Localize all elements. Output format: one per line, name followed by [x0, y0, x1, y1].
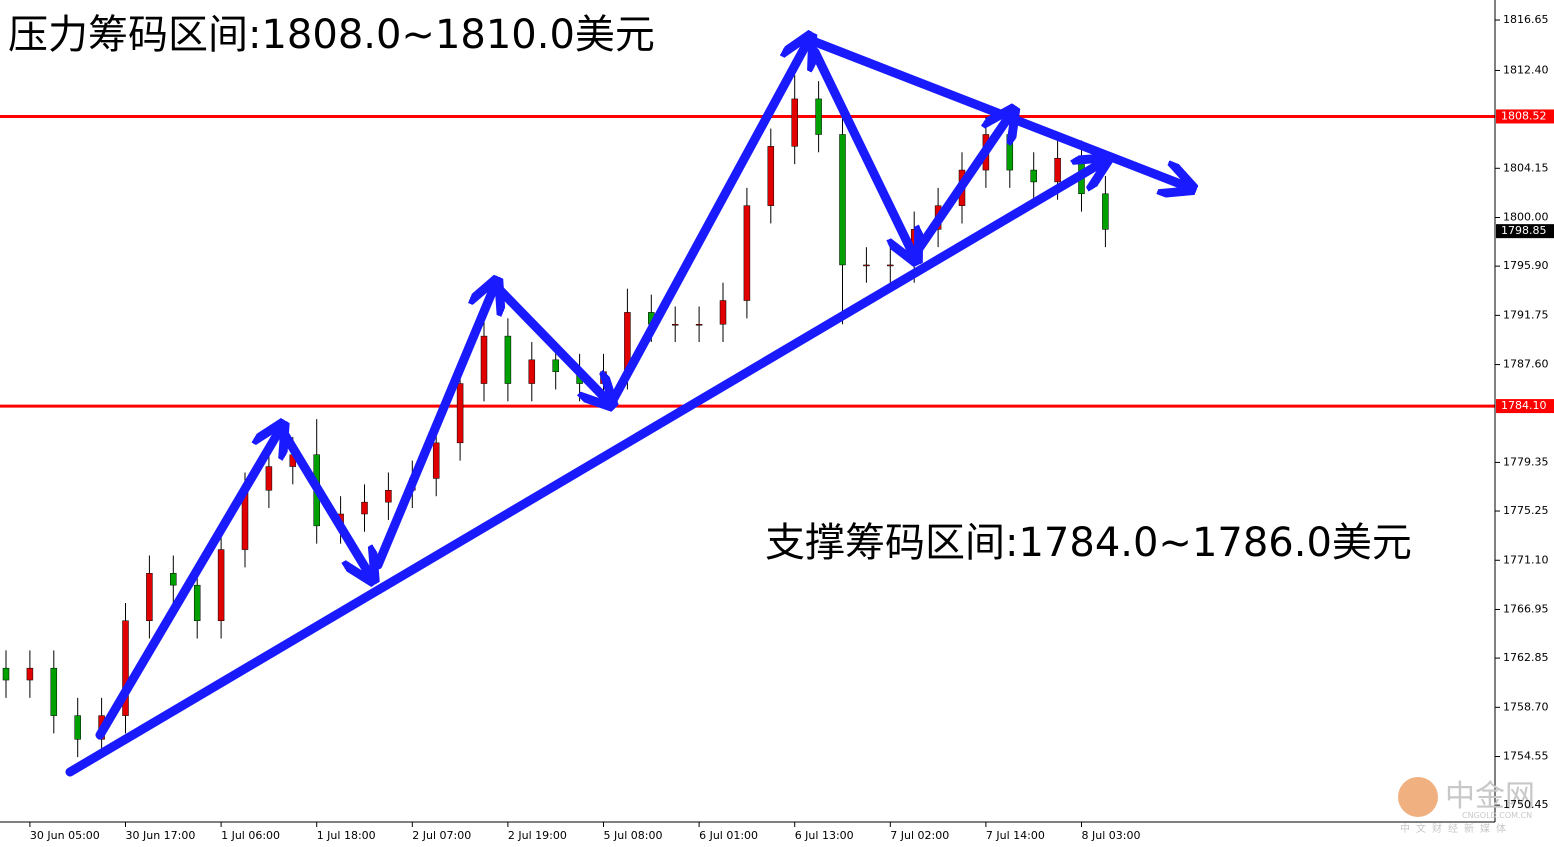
candle-body — [122, 620, 129, 716]
candle-body — [170, 573, 177, 586]
y-tick-label: 1800.00 — [1503, 211, 1549, 224]
watermark-sub: 中文财经新媒体 — [1400, 822, 1512, 835]
candle-body — [719, 300, 727, 325]
arrow — [373, 290, 493, 570]
annotation: 支撑筹码区间:1784.0~1786.0美元 — [765, 520, 1412, 566]
candle-body — [767, 146, 775, 206]
logo-icon — [1398, 777, 1438, 817]
candle-body — [1102, 193, 1109, 230]
candle-body — [839, 134, 846, 266]
candle-body — [695, 323, 703, 326]
price-level-label: 1798.85 — [1501, 224, 1547, 237]
candle-body — [791, 98, 798, 147]
y-tick-label: 1762.85 — [1503, 651, 1549, 664]
x-tick-label: 7 Jul 14:00 — [986, 829, 1045, 842]
candle-body — [1006, 134, 1014, 171]
y-tick-label: 1791.75 — [1503, 308, 1549, 321]
x-tick-label: 7 Jul 02:00 — [890, 829, 949, 842]
candle-body — [743, 205, 751, 301]
y-tick-label: 1804.15 — [1503, 161, 1549, 174]
price-level-box — [1496, 399, 1554, 414]
price-level-label: 1808.52 — [1501, 109, 1547, 122]
y-tick-label: 1775.25 — [1503, 504, 1549, 517]
y-tick-label: 1812.40 — [1503, 63, 1549, 76]
arrow — [65, 165, 1098, 777]
x-tick-label: 2 Jul 19:00 — [508, 829, 567, 842]
y-tick-label: 1771.10 — [1503, 553, 1549, 566]
candle-body — [528, 359, 536, 384]
candle-body — [1054, 157, 1061, 183]
x-tick-label: 6 Jul 01:00 — [699, 829, 758, 842]
x-tick-label: 1 Jul 18:00 — [317, 829, 376, 842]
y-tick-label: 1766.95 — [1503, 602, 1549, 615]
y-tick-label: 1758.70 — [1503, 700, 1549, 713]
x-tick-label: 6 Jul 13:00 — [795, 829, 854, 842]
y-tick-label: 1816.65 — [1503, 13, 1549, 26]
candle-body — [26, 667, 34, 681]
candle-body — [552, 359, 559, 372]
candle-body — [815, 98, 822, 135]
candle-body — [146, 573, 153, 621]
candle-body — [193, 584, 201, 621]
y-tick-label: 1787.60 — [1503, 358, 1549, 371]
annotation: 压力筹码区间:1808.0~1810.0美元 — [8, 12, 655, 58]
candle-body — [480, 335, 488, 384]
grid-layer — [0, 19, 1500, 827]
x-tick-label: 8 Jul 03:00 — [1082, 829, 1141, 842]
arrow — [490, 280, 605, 398]
candle-body — [385, 490, 392, 503]
candle-body — [671, 323, 679, 326]
arrow — [95, 433, 278, 740]
price-level-label: 1784.10 — [1501, 399, 1547, 412]
arrow — [280, 430, 368, 572]
candle-body — [432, 442, 440, 479]
candle-body — [2, 667, 10, 681]
candle-body — [265, 466, 273, 491]
x-tick-label: 1 Jul 06:00 — [221, 829, 280, 842]
marks-layer — [2, 75, 1109, 758]
candle-body — [74, 715, 81, 740]
candle-body — [600, 371, 607, 384]
candle-body — [50, 667, 58, 716]
y-tick-label: 1779.35 — [1503, 455, 1549, 468]
candle-body — [217, 549, 225, 621]
candle-body — [456, 383, 464, 444]
x-tick-label: 30 Jun 05:00 — [30, 829, 100, 842]
x-tick-label: 5 Jul 08:00 — [604, 829, 663, 842]
candle-body — [887, 264, 894, 267]
x-tick-label: 30 Jun 17:00 — [126, 829, 196, 842]
x-tick-label: 2 Jul 07:00 — [412, 829, 471, 842]
price-level-box — [1496, 109, 1554, 124]
candle-body — [504, 335, 512, 384]
candle-body — [863, 264, 870, 267]
arrow — [810, 47, 912, 252]
arrow — [913, 118, 1008, 255]
y-tick-label: 1750.45 — [1503, 798, 1549, 811]
y-tick-label: 1795.90 — [1503, 259, 1549, 272]
arrows — [65, 33, 1183, 777]
y-tick-label: 1754.55 — [1503, 750, 1549, 763]
arrow — [607, 45, 806, 407]
price-level-box — [1496, 224, 1554, 239]
candle-body — [1030, 169, 1037, 183]
arrow — [800, 33, 1183, 185]
candle-body — [361, 501, 368, 515]
watermark: 中金网 — [1445, 779, 1535, 814]
watermark-sub: CNGOLD.COM.CN — [1462, 811, 1532, 820]
